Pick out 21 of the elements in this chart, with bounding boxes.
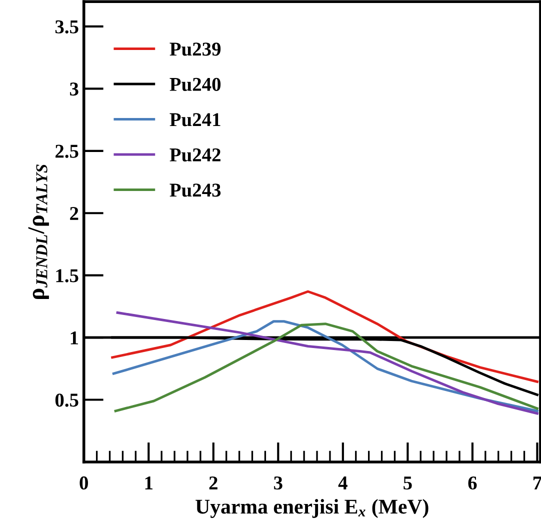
y-tick-label: 1.5 xyxy=(56,269,78,282)
legend-label: Pu243 xyxy=(170,184,221,197)
x-tick-label: 6 xyxy=(468,476,477,490)
legend-label: Pu242 xyxy=(170,148,220,162)
legend-label: Pu241 xyxy=(170,113,220,126)
x-tick-label: 4 xyxy=(338,476,348,490)
legend-label: Pu240 xyxy=(170,78,221,92)
x-axis-title: Uyarma enerjisi E$_{x}$ (MeV) xyxy=(196,499,428,518)
y-tick-label: 3 xyxy=(70,82,78,96)
x-tick-label: 1 xyxy=(145,476,152,490)
y-tick-label: 2 xyxy=(70,206,78,220)
x-tick-label: 0 xyxy=(80,476,88,490)
x-tick-label: 3 xyxy=(274,476,282,490)
y-tick-label: 3.5 xyxy=(55,20,78,34)
y-axis-title: ρ$_{JENDL}$/ρ$_{TALYS}$ xyxy=(28,164,49,299)
x-tick-label: 5 xyxy=(404,476,412,490)
y-tick-label: 1 xyxy=(70,331,78,344)
y-tick-label: 0.5 xyxy=(55,394,78,407)
y-tick-label: 2.5 xyxy=(56,144,78,158)
legend-label: Pu239 xyxy=(170,42,221,56)
x-tick-label: 2 xyxy=(209,476,218,490)
